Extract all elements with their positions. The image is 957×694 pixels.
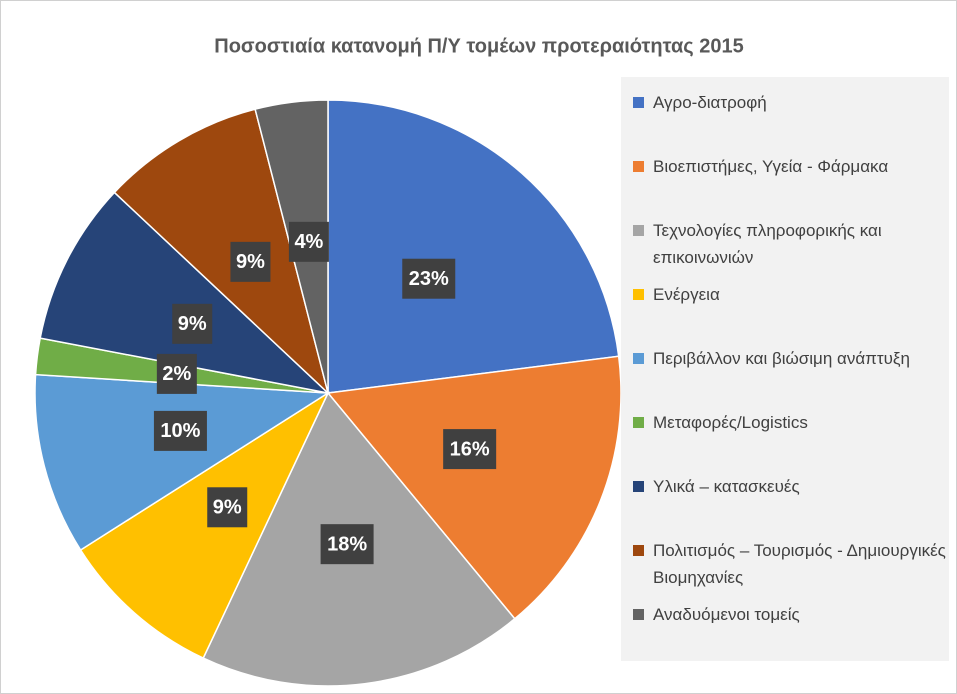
legend-swatch [633, 417, 644, 428]
pie-slice [79, 390, 330, 660]
legend-swatch [633, 481, 644, 492]
data-label: 2% [162, 363, 191, 385]
data-label-box [402, 258, 456, 299]
legend-item: Πολιτισμός – Τουρισμός - Δημιουργικές Βι… [633, 537, 956, 591]
legend-swatch [633, 97, 644, 108]
data-label: 23% [409, 268, 449, 290]
data-label-box [288, 221, 329, 262]
legend-label: Βιοεπιστήμες, Υγεία - Φάρμακα [653, 157, 889, 176]
data-label: 10% [160, 420, 200, 442]
legend-label: Τεχνολογίες πληροφορικής και επικοινωνιώ… [653, 221, 882, 267]
data-label-box [172, 303, 213, 344]
legend-item: Ενέργεια [633, 281, 956, 308]
pie-slice [113, 108, 330, 396]
data-label: 9% [178, 313, 207, 335]
legend-swatch [633, 545, 644, 556]
legend-swatch [633, 353, 644, 364]
legend-label: Υλικά – κατασκευές [653, 477, 800, 496]
data-label: 4% [294, 231, 323, 253]
legend-item: Υλικά – κατασκευές [633, 473, 956, 500]
legend-label: Αναδυόμενοι τομείς [653, 605, 800, 624]
chart-title: Ποσοστιαία κατανομή Π/Υ τομέων προτεραιό… [214, 35, 743, 57]
data-label-box [153, 410, 207, 451]
legend-label: Πολιτισμός – Τουρισμός - Δημιουργικές Βι… [653, 541, 946, 587]
legend-label: Ενέργεια [653, 285, 720, 304]
legend-item: Περιβάλλον και βιώσιμη ανάπτυξη [633, 345, 956, 372]
legend-swatch [633, 161, 644, 172]
legend-label: Περιβάλλον και βιώσιμη ανάπτυξη [653, 349, 910, 368]
data-label: 18% [327, 533, 367, 555]
data-label: 9% [236, 251, 265, 273]
legend-label: Μεταφορές/Logistics [653, 413, 808, 432]
data-label-box [207, 487, 248, 528]
pie-slice [39, 191, 331, 395]
legend-swatch [633, 289, 644, 300]
legend: Αγρο-διατροφή Βιοεπιστήμες, Υγεία - Φάρμα… [621, 77, 949, 661]
legend-label: Αγρο-διατροφή [653, 93, 767, 112]
legend-swatch [633, 609, 644, 620]
legend-item: Βιοεπιστήμες, Υγεία - Φάρμακα [633, 153, 956, 180]
legend-item: Μεταφορές/Logistics [633, 409, 956, 436]
legend-swatch [633, 225, 644, 236]
pie-slice [327, 99, 620, 394]
legend-item: Αναδυόμενοι τομείς [633, 601, 956, 628]
data-label-box [156, 353, 197, 394]
pie-slice [34, 373, 331, 552]
data-label: 16% [450, 438, 490, 460]
data-label: 9% [213, 497, 242, 519]
data-label-box [443, 429, 497, 470]
data-label-box [230, 241, 271, 282]
legend-item: Τεχνολογίες πληροφορικής και επικοινωνιώ… [633, 217, 956, 271]
pie-slice [326, 355, 622, 620]
data-label-box [320, 524, 374, 565]
legend-item: Αγρο-διατροφή [633, 89, 956, 116]
